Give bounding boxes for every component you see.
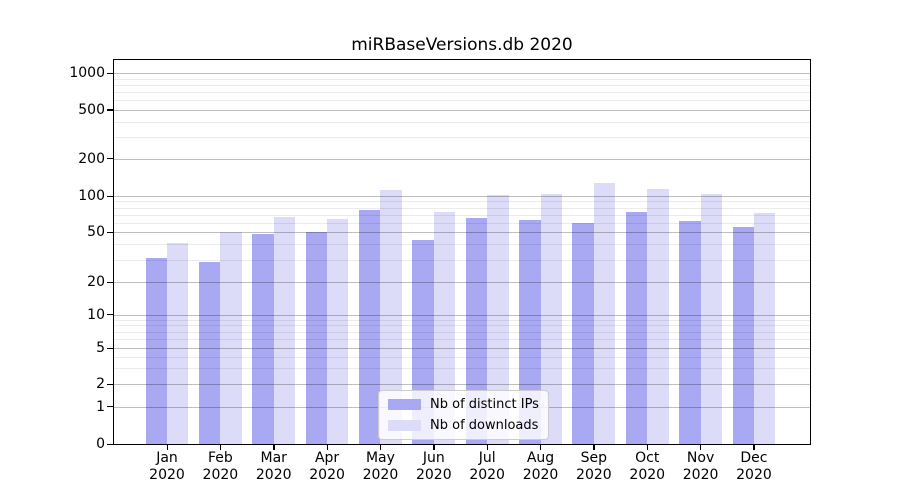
- y-tick-mark: [107, 383, 113, 385]
- bar-distinct-ips-apr: [305, 232, 328, 444]
- legend-label-distinct-ips: Nb of distinct IPs: [430, 397, 539, 412]
- x-tick-label-nov: Nov 2020: [682, 450, 719, 483]
- legend-swatch-downloads: [388, 420, 421, 431]
- bar-downloads-dec: [753, 213, 776, 444]
- bar-distinct-ips-sep: [572, 223, 594, 444]
- bar-downloads-feb: [220, 232, 242, 444]
- x-tick-mark: [486, 445, 489, 450]
- x-tick-label-sep: Sep 2020: [576, 450, 612, 483]
- x-tick-mark: [379, 445, 382, 450]
- x-tick-label-dec: Dec 2020: [736, 450, 772, 483]
- bar-downloads-may: [380, 189, 402, 444]
- bar-distinct-ips-nov: [679, 220, 701, 444]
- y-tick-mark: [107, 195, 113, 197]
- legend-swatch-distinct-ips: [388, 399, 421, 410]
- x-tick-mark: [166, 445, 168, 450]
- x-tick-mark: [219, 445, 222, 450]
- bar-distinct-ips-feb: [198, 261, 221, 444]
- x-tick-mark: [273, 445, 275, 450]
- y-tick-mark: [107, 158, 113, 160]
- x-tick-label-may: May 2020: [362, 450, 399, 483]
- bar-downloads-nov: [700, 194, 722, 444]
- y-tick-label: 500: [78, 101, 105, 118]
- y-tick-label: 20: [87, 274, 105, 290]
- y-tick-label: 50: [87, 224, 105, 240]
- legend: Nb of distinct IPs Nb of downloads: [378, 390, 549, 440]
- y-tick-mark: [107, 314, 113, 316]
- x-tick-label-jun: Jun 2020: [415, 450, 452, 483]
- x-tick-mark: [326, 445, 328, 450]
- bars-layer: [114, 60, 810, 444]
- bar-distinct-ips-mar: [252, 234, 274, 444]
- bar-distinct-ips-aug: [519, 220, 541, 444]
- x-tick-mark: [593, 445, 595, 450]
- y-tick-label: 2: [96, 376, 105, 392]
- bar-distinct-ips-oct: [625, 211, 648, 444]
- y-tick-mark: [107, 281, 113, 283]
- y-tick-mark: [107, 406, 113, 408]
- y-tick-label: 10: [87, 306, 105, 323]
- bar-distinct-ips-may: [359, 210, 381, 444]
- bar-distinct-ips-dec: [732, 227, 754, 444]
- x-tick-label-mar: Mar 2020: [255, 450, 292, 483]
- x-tick-label-oct: Oct 2020: [629, 450, 666, 483]
- x-tick-label-apr: Apr 2020: [309, 450, 345, 483]
- bar-downloads-sep: [593, 182, 616, 444]
- bar-downloads-apr: [327, 219, 349, 444]
- x-tick-label-jan: Jan 2020: [149, 450, 185, 483]
- y-tick-mark: [107, 347, 113, 350]
- y-tick-label: 1000: [69, 65, 105, 82]
- x-tick-mark: [646, 445, 649, 450]
- y-tick-label: 5: [96, 340, 105, 357]
- y-tick-label: 100: [78, 188, 105, 204]
- y-tick-mark: [107, 443, 113, 445]
- y-tick-label: 0: [96, 436, 105, 452]
- y-tick-label: 1: [96, 398, 105, 415]
- x-tick-mark: [433, 445, 435, 450]
- x-tick-mark: [753, 445, 755, 450]
- x-tick-label-feb: Feb 2020: [202, 450, 239, 483]
- y-tick-mark: [107, 109, 113, 111]
- bar-downloads-oct: [647, 188, 669, 444]
- chart-title: miRBaseVersions.db 2020: [351, 35, 573, 55]
- bar-downloads-aug: [540, 194, 562, 444]
- bar-distinct-ips-jan: [145, 258, 167, 444]
- bar-downloads-jan: [167, 242, 189, 444]
- x-tick-label-jul: Jul 2020: [469, 450, 505, 483]
- y-tick-mark: [107, 231, 113, 233]
- bar-downloads-mar: [273, 216, 296, 444]
- bar-downloads-jul: [487, 195, 509, 444]
- legend-item-downloads: Nb of downloads: [388, 416, 539, 435]
- x-tick-mark: [700, 445, 702, 450]
- y-tick-label: 200: [78, 150, 105, 167]
- x-tick-label-aug: Aug 2020: [522, 450, 559, 483]
- bar-distinct-ips-jul: [465, 217, 488, 444]
- legend-item-distinct-ips: Nb of distinct IPs: [388, 395, 539, 414]
- bar-downloads-jun: [433, 211, 456, 444]
- plot-area: [113, 59, 811, 445]
- x-tick-mark: [540, 445, 542, 450]
- legend-label-downloads: Nb of downloads: [430, 418, 539, 433]
- y-tick-mark: [107, 72, 113, 75]
